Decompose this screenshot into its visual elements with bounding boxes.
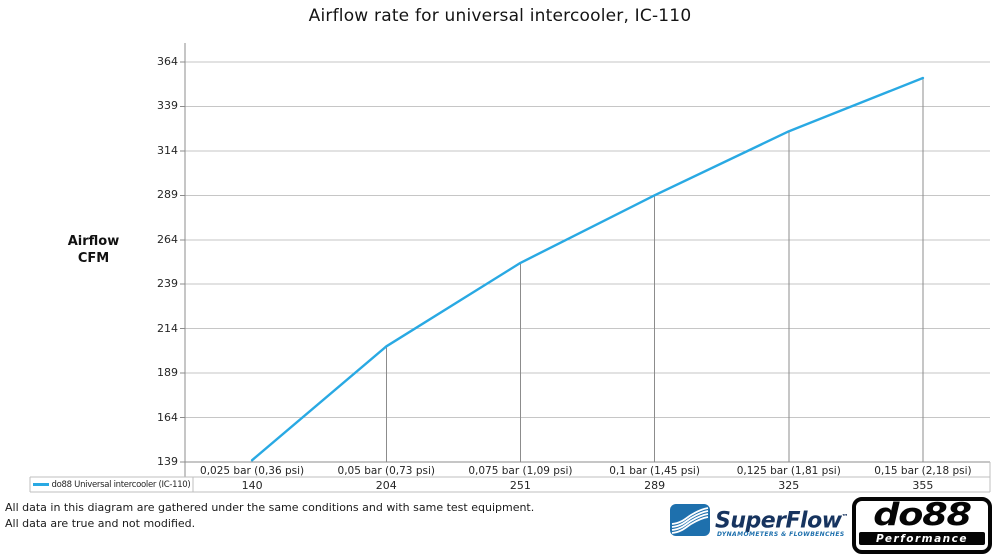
series-line [250,76,925,462]
y-tick-label: 264 [157,232,178,246]
y-axis-title: Airflow CFM [60,233,127,267]
do88-brand-text: do88 [873,497,972,533]
footer-disclaimer: All data in this diagram are gathered un… [5,500,534,531]
do88-logo: do88 Performance [852,497,992,554]
table-value-cell: 140 [241,479,263,492]
table-value-cell: 355 [912,479,934,492]
chart-title: Airflow rate for universal intercooler, … [308,6,692,26]
y-tick-label: 189 [157,366,178,380]
y-axis-title-line2: CFM [77,251,110,266]
superflow-logo: SuperFlow™ DYNAMOMETERS & FLOWBENCHES [670,504,849,538]
y-tick-label: 164 [157,410,178,424]
legend-series-label: do88 Universal intercooler (IC-110) [51,479,191,490]
y-tick-label: 139 [157,455,178,468]
superflow-brand-text: SuperFlow [715,508,842,534]
y-tick-label: 314 [157,143,178,157]
y-tick-label: 239 [157,277,178,291]
x-axis-label: 0,15 bar (2,18 psi) [874,465,972,477]
y-axis-title-line1: Airflow [67,234,120,249]
legend: do88 Universal intercooler (IC-110) [31,478,192,491]
superflow-wave-icon [670,504,710,536]
x-axis-label: 0,075 bar (1,09 psi) [468,465,573,477]
table-value-cell: 289 [644,479,666,492]
do88-performance-bar: Performance [859,532,985,545]
superflow-wordmark: SuperFlow™ DYNAMOMETERS & FLOWBENCHES [715,506,849,539]
x-axis-label: 0,125 bar (1,81 psi) [736,465,841,477]
x-axis-label: 0,1 bar (1,45 psi) [609,465,700,477]
x-axis-label: 0,025 bar (0,36 psi) [200,465,305,477]
x-axis-label: 0,05 bar (0,73 psi) [337,465,435,477]
y-tick-label: 339 [157,99,178,113]
footer-line2: All data are true and not modified. [5,516,196,530]
table-value-cell: 204 [375,479,397,492]
superflow-tagline: DYNAMOMETERS & FLOWBENCHES [716,531,845,539]
legend-line-swatch [32,483,49,486]
y-tick-label: 289 [157,188,178,202]
footer-line1: All data in this diagram are gathered un… [5,501,535,514]
y-tick-label: 214 [157,321,178,335]
table-value-cell: 251 [509,479,531,492]
trademark-symbol: ™ [841,513,849,521]
table-value-cell: 325 [778,479,800,492]
y-tick-label: 364 [157,55,178,68]
